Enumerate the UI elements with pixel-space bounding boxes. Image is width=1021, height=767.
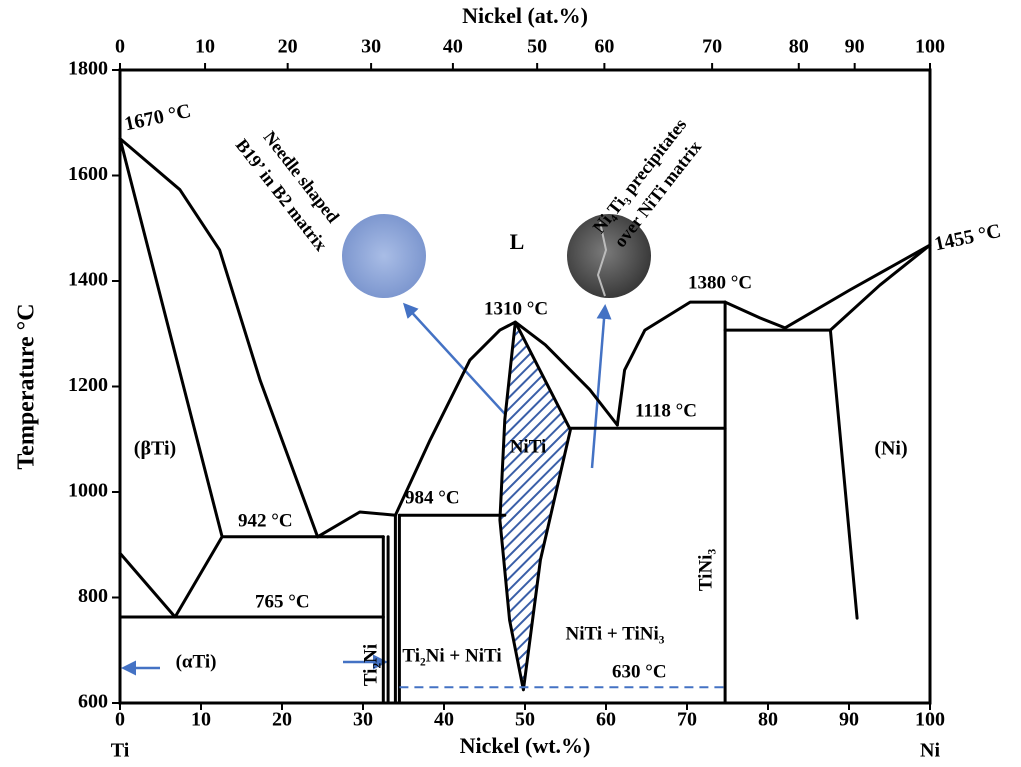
x2-tick-label: 60 [594, 36, 614, 58]
annotation: (βTi) [134, 438, 176, 460]
x2-tick-label: 90 [845, 36, 865, 58]
chart: 6008001000120014001600180001020304050607… [0, 0, 1021, 762]
phase-boundary [830, 245, 930, 330]
y-tick-label: 800 [78, 585, 108, 607]
x2-tick-label: 10 [195, 36, 215, 58]
annotation: 942 °C [238, 510, 293, 531]
x2-tick-label: 70 [702, 36, 722, 58]
phase-boundary [830, 330, 857, 618]
x-tick-label: 80 [758, 709, 778, 731]
annotation: 1310 °C [484, 298, 548, 319]
x-tick-label: 30 [353, 709, 373, 731]
y-tick-label: 1400 [68, 269, 108, 291]
x-tick-label: 90 [839, 709, 859, 731]
y-tick-label: 1000 [68, 480, 108, 502]
x-tick-label: 0 [115, 709, 125, 731]
annotation: NiTi + TiNi₃ [566, 623, 665, 644]
x2-tick-label: 0 [115, 36, 125, 58]
annotation: 984 °C [405, 487, 460, 508]
annotation: TiNi₃ [695, 549, 716, 592]
arrow [592, 307, 605, 468]
x-tick-label: 10 [191, 709, 211, 731]
y-tick-label: 1600 [68, 163, 108, 185]
x-tick-label: 70 [677, 709, 697, 731]
x-tick-label: 40 [434, 709, 454, 731]
left-element: Ti [111, 740, 130, 762]
x-tick-label: 50 [515, 709, 535, 731]
x2-tick-label: 50 [527, 36, 547, 58]
hatched-region [500, 322, 571, 690]
x-axis-title: Nickel (wt.%) [460, 733, 591, 758]
annotation: Ti₂Ni [360, 644, 381, 686]
x2-tick-label: 80 [789, 36, 809, 58]
y-axis-title: Temperature °C [14, 303, 40, 469]
phase-boundary [120, 139, 222, 537]
x2-tick-label: 30 [361, 36, 381, 58]
phase-boundary [318, 512, 396, 537]
x-tick-label: 100 [915, 709, 945, 731]
phase-boundary [725, 245, 930, 328]
phase-boundary [120, 537, 222, 617]
annotation: 1455 °C [932, 220, 1003, 256]
arrow [405, 305, 515, 425]
x2-tick-label: 40 [443, 36, 463, 58]
annotation: (αTi) [176, 651, 217, 672]
annotation: 1118 °C [635, 400, 697, 421]
y-tick-label: 1800 [68, 58, 108, 80]
annotation: 630 °C [612, 661, 667, 682]
x2-tick-label: 20 [278, 36, 298, 58]
annotation: 1380 °C [688, 272, 752, 293]
x2-tick-label: 100 [915, 36, 945, 58]
micrograph-b19 [342, 214, 426, 298]
right-element: Ni [920, 740, 940, 762]
x-tick-label: 20 [272, 709, 292, 731]
x2-axis-title: Nickel (at.%) [462, 3, 588, 28]
y-tick-label: 600 [78, 691, 108, 713]
annotation: (Ni) [874, 438, 907, 460]
annotation: L [510, 229, 525, 254]
annotation: NiTi [510, 436, 547, 457]
annotation: 1670 °C [122, 100, 193, 136]
annotation: 765 °C [255, 591, 310, 612]
x-tick-label: 60 [596, 709, 616, 731]
y-tick-label: 1200 [68, 374, 108, 396]
annotation: Ti₂Ni + NiTi [402, 645, 501, 666]
